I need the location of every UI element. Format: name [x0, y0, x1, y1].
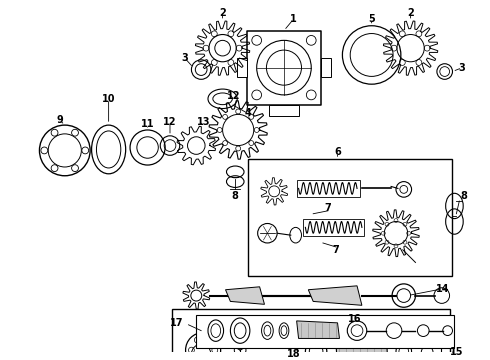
Text: 7: 7 [332, 245, 339, 255]
Text: 8: 8 [232, 191, 239, 201]
Text: 11: 11 [141, 119, 154, 129]
Text: 1: 1 [291, 14, 297, 24]
Polygon shape [308, 286, 362, 305]
Circle shape [51, 129, 58, 136]
Bar [247, 31, 321, 105]
Text: 13: 13 [197, 117, 211, 127]
Bar [303, 219, 364, 236]
Text: 2: 2 [219, 8, 226, 18]
Bar [296, 180, 360, 197]
Circle shape [82, 147, 89, 154]
Bar [296, 319, 441, 360]
Circle shape [72, 165, 78, 172]
Text: 3: 3 [181, 53, 188, 63]
Text: 4: 4 [245, 108, 251, 118]
Text: 14: 14 [436, 284, 449, 294]
Text: 15: 15 [450, 347, 463, 357]
Text: 7: 7 [324, 203, 331, 213]
Bar [237, 58, 247, 77]
Text: 12: 12 [226, 91, 240, 101]
Circle shape [72, 129, 78, 136]
Bar [270, 105, 298, 116]
Polygon shape [296, 321, 340, 338]
Polygon shape [225, 287, 265, 304]
Text: 10: 10 [102, 94, 115, 104]
Text: 12: 12 [163, 117, 177, 127]
Bar [196, 315, 454, 348]
Text: 8: 8 [461, 191, 467, 201]
Text: 5: 5 [368, 14, 375, 24]
Text: 18: 18 [287, 349, 300, 359]
Circle shape [51, 165, 58, 172]
Text: 9: 9 [56, 115, 63, 125]
Bar [248, 159, 452, 276]
Text: 16: 16 [348, 314, 362, 324]
Bar [321, 58, 331, 77]
Polygon shape [336, 330, 388, 360]
Circle shape [41, 147, 48, 154]
Bar [172, 309, 449, 360]
Text: 6: 6 [334, 147, 341, 157]
Text: 3: 3 [459, 63, 466, 73]
Text: 17: 17 [170, 318, 184, 328]
Text: 2: 2 [407, 8, 414, 18]
